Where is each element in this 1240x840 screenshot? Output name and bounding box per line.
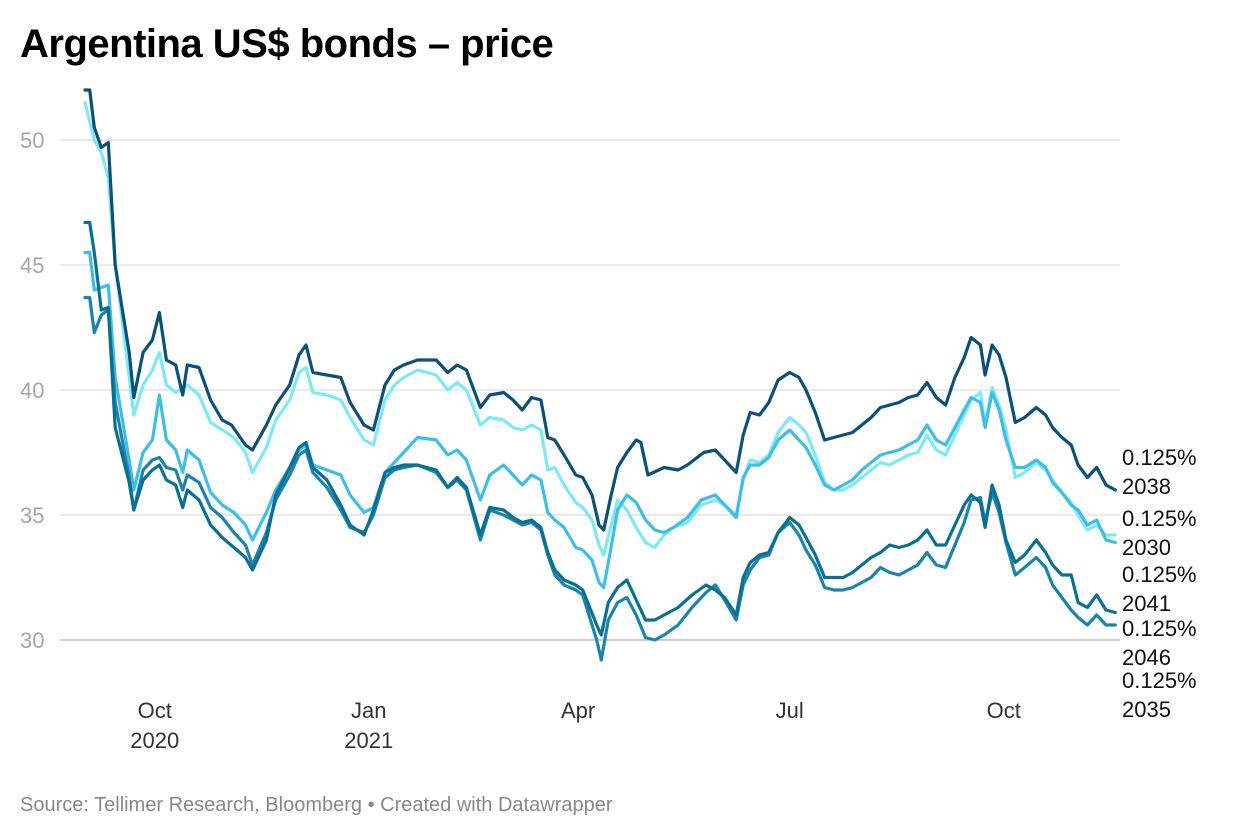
series-end-label: 2030 [1122, 535, 1171, 560]
x-tick-label: Jul [776, 698, 804, 723]
series-end-label: 2041 [1122, 591, 1171, 616]
y-tick-label: 40 [20, 378, 44, 403]
series-line-0-125-2046 [83, 295, 1117, 662]
series-line-0-125-2041 [83, 250, 1117, 590]
x-tick-label: Jan [351, 698, 386, 723]
y-tick-label: 35 [20, 503, 44, 528]
series-line-0-125-2030 [83, 100, 1117, 557]
x-tick-sublabel: 2021 [344, 728, 393, 753]
x-tick-label: Oct [138, 698, 172, 723]
x-tick-label: Apr [561, 698, 595, 723]
series-end-label: 0.125% [1122, 562, 1197, 587]
series-end-label: 0.125% [1122, 445, 1197, 470]
footer-separator: • [362, 794, 381, 816]
series-end-label: 2038 [1122, 474, 1171, 499]
chart-footer: Source: Tellimer Research, Bloomberg • C… [20, 794, 612, 817]
series-end-label: 0.125% [1122, 616, 1197, 641]
y-tick-label: 30 [20, 628, 44, 653]
x-axis: Oct 2020 Jan 2021 Apr Jul Oct [130, 698, 1021, 753]
source-text: Source: Tellimer Research, Bloomberg [20, 794, 363, 816]
y-axis: 30 35 40 45 50 [20, 128, 44, 653]
series-end-label: 2046 [1122, 645, 1171, 670]
x-tick-label: Oct [987, 698, 1021, 723]
credit-link[interactable]: Created with Datawrapper [380, 794, 613, 816]
series-line-0-125-2035 [83, 220, 1117, 637]
series-end-label: 0.125% [1122, 506, 1197, 531]
series-lines [83, 88, 1117, 662]
y-tick-label: 50 [20, 128, 44, 153]
grid-lines [60, 139, 1120, 641]
series-end-label: 2035 [1122, 697, 1171, 722]
series-end-labels: 0.125%20380.125%20300.125%20410.125%2046… [1122, 445, 1197, 722]
series-line-0-125-2038 [83, 88, 1117, 532]
x-tick-sublabel: 2020 [130, 728, 179, 753]
series-end-label: 0.125% [1122, 668, 1197, 693]
y-tick-label: 45 [20, 253, 44, 278]
chart-title: Argentina US$ bonds – price [20, 22, 554, 66]
